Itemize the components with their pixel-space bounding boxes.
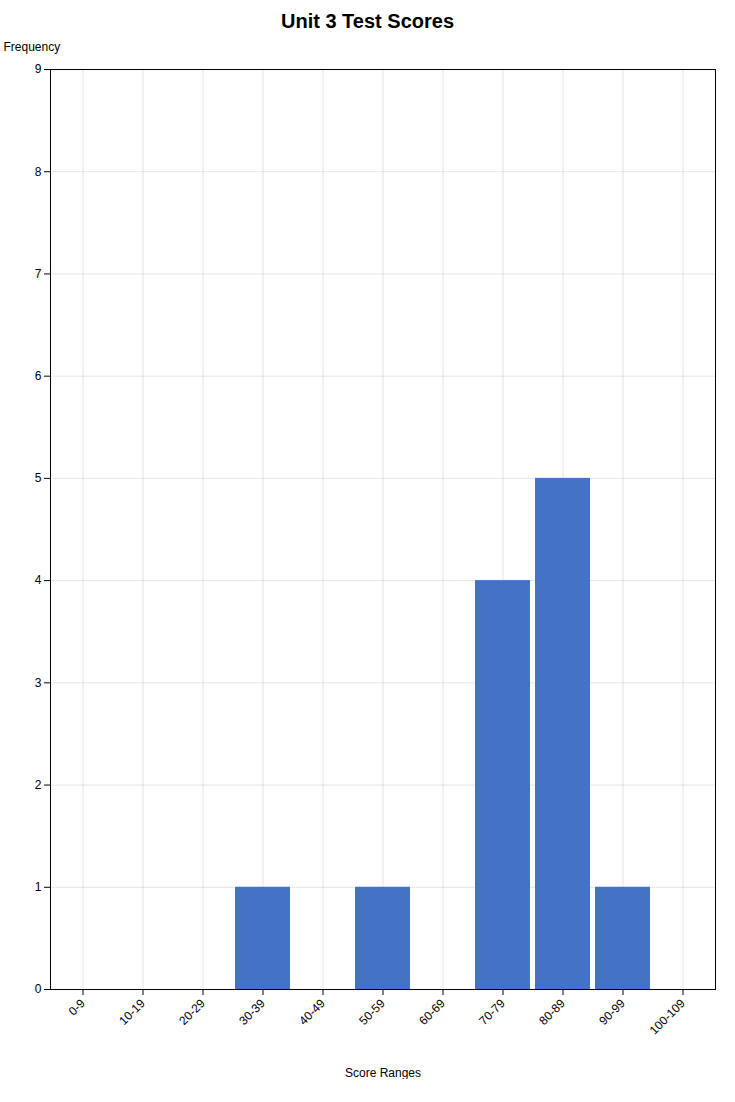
svg-text:40-49: 40-49	[296, 996, 328, 1028]
svg-text:60-69: 60-69	[416, 996, 448, 1028]
svg-text:Frequency: Frequency	[4, 40, 61, 54]
svg-text:20-29: 20-29	[176, 996, 208, 1028]
svg-text:6: 6	[35, 369, 42, 383]
svg-text:70-79: 70-79	[476, 996, 508, 1028]
svg-text:50-59: 50-59	[356, 996, 388, 1028]
svg-text:9: 9	[35, 62, 42, 76]
svg-text:100-109: 100-109	[647, 996, 688, 1037]
svg-text:10-19: 10-19	[116, 996, 148, 1028]
svg-text:30-39: 30-39	[236, 996, 268, 1028]
svg-text:80-89: 80-89	[536, 996, 568, 1028]
svg-text:Score Ranges: Score Ranges	[345, 1066, 421, 1080]
svg-text:0-9: 0-9	[66, 996, 88, 1018]
svg-text:90-99: 90-99	[596, 996, 628, 1028]
svg-text:0: 0	[35, 982, 42, 996]
svg-text:7: 7	[35, 267, 42, 281]
svg-text:3: 3	[35, 676, 42, 690]
svg-text:8: 8	[35, 165, 42, 179]
svg-text:1: 1	[35, 880, 42, 894]
svg-text:2: 2	[35, 778, 42, 792]
svg-text:5: 5	[35, 471, 42, 485]
html-text:Unit 3 Test Scores: Unit 3 Test Scores	[281, 10, 454, 32]
svg-text:4: 4	[35, 573, 42, 587]
